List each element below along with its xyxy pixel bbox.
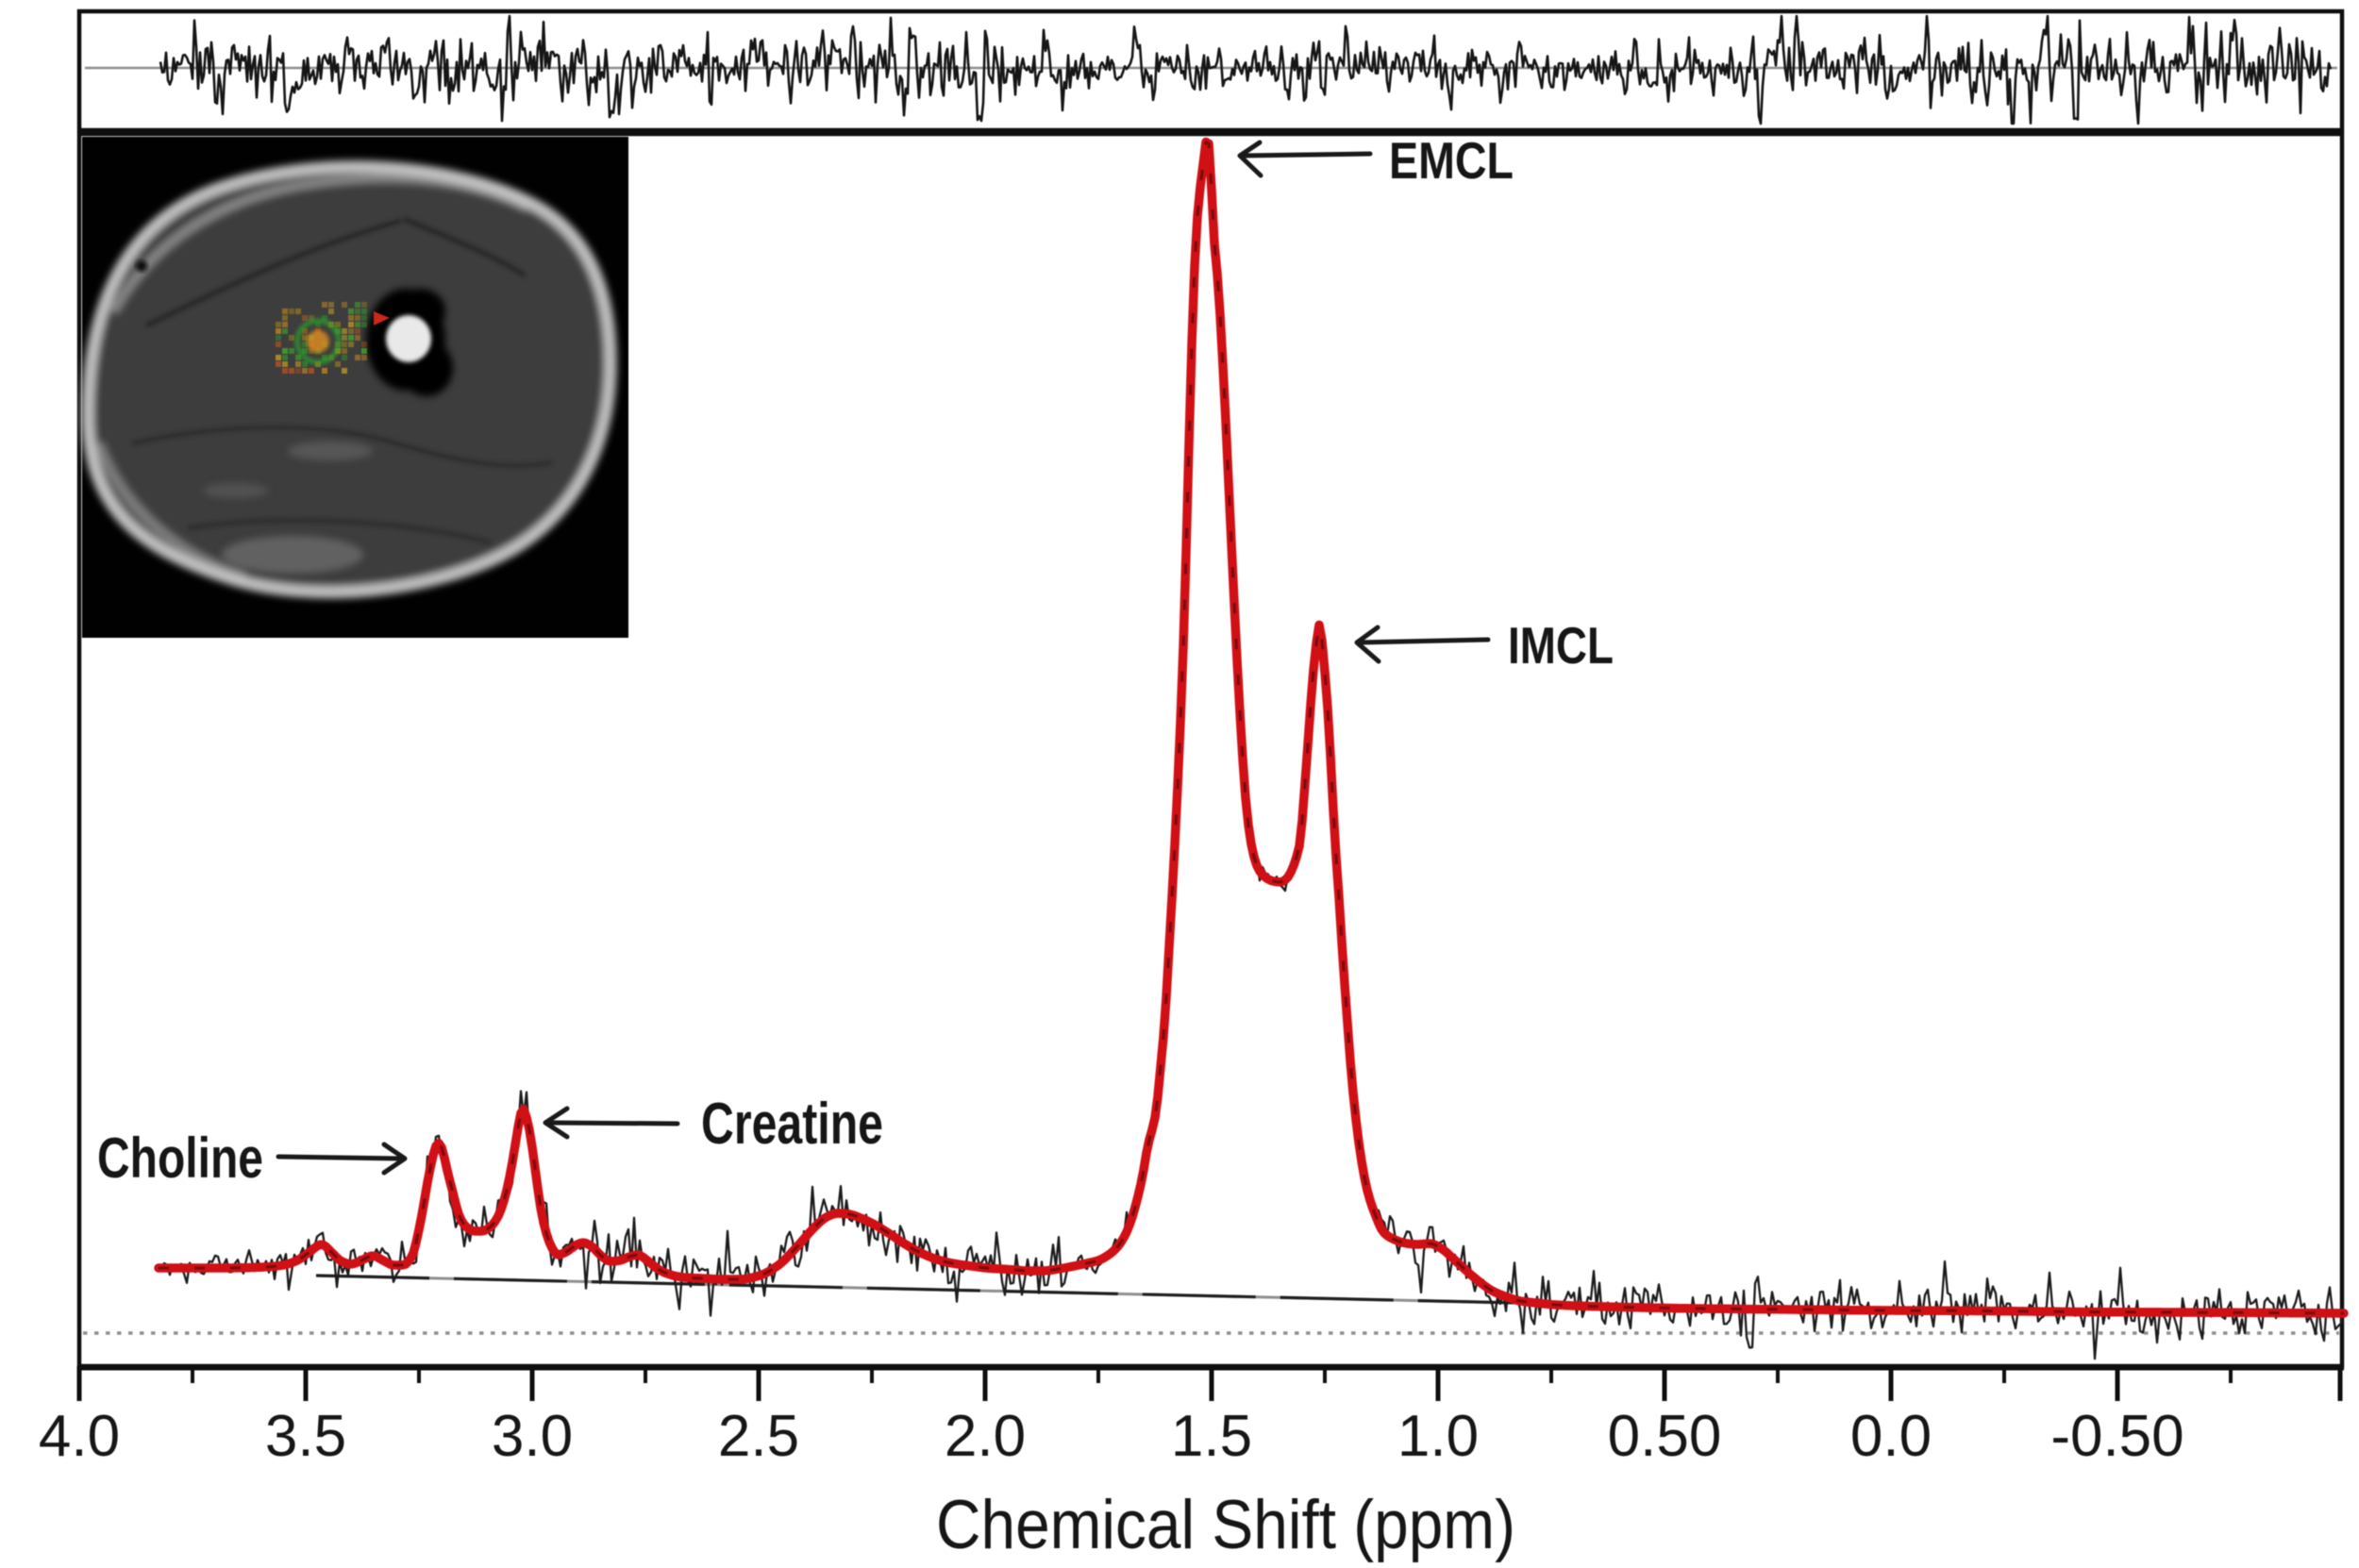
svg-text:EMCL: EMCL [1389, 131, 1514, 190]
svg-text:1.0: 1.0 [1397, 1404, 1479, 1469]
svg-text:IMCL: IMCL [1508, 616, 1614, 675]
svg-text:0.0: 0.0 [1850, 1404, 1932, 1469]
svg-text:0.50: 0.50 [1608, 1404, 1722, 1469]
svg-text:1.5: 1.5 [1171, 1404, 1252, 1469]
svg-text:2.0: 2.0 [945, 1404, 1026, 1469]
svg-text:-0.50: -0.50 [2050, 1404, 2183, 1469]
svg-text:2.5: 2.5 [718, 1404, 799, 1469]
svg-text:3.5: 3.5 [265, 1404, 346, 1469]
svg-text:4.0: 4.0 [39, 1404, 120, 1469]
svg-text:Chemical Shift (ppm): Chemical Shift (ppm) [936, 1487, 1515, 1563]
svg-text:3.0: 3.0 [492, 1404, 573, 1469]
svg-text:Choline: Choline [97, 1126, 263, 1190]
svg-text:Creatine: Creatine [701, 1092, 883, 1157]
